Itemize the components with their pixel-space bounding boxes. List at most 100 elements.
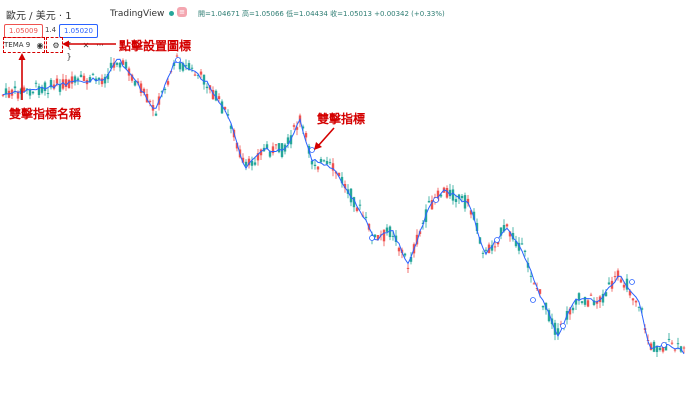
candle-body — [1, 94, 5, 96]
candle-body — [37, 86, 41, 95]
candle-body — [553, 322, 557, 335]
candle-body — [82, 75, 86, 81]
tema-line — [2, 58, 685, 355]
candle-body — [616, 270, 620, 278]
candle-body — [568, 308, 572, 315]
candle-body — [166, 81, 170, 85]
tema-marker — [175, 57, 181, 63]
candle-body — [91, 73, 95, 75]
candle-body — [655, 345, 659, 353]
tema-markers — [175, 57, 667, 348]
candle-body — [34, 82, 38, 84]
symbol-title[interactable]: 歐元 / 美元 · 1 — [6, 11, 72, 22]
candle-body — [670, 342, 674, 344]
annotation-settings: 點擊設置圖標 — [119, 39, 192, 53]
candle-body — [604, 292, 608, 297]
candle-body — [571, 307, 575, 311]
candle-body — [460, 195, 464, 199]
candle-body — [331, 163, 335, 171]
tema-marker — [661, 342, 667, 348]
candle-body — [364, 216, 368, 218]
candle-body — [196, 74, 200, 76]
buy-price-button[interactable]: 1.05020 — [59, 24, 98, 38]
candle-body — [355, 207, 359, 212]
candle-body — [409, 256, 413, 262]
candle-body — [271, 146, 275, 154]
candle-body — [43, 82, 47, 91]
candle-body — [637, 306, 641, 308]
candle-body — [352, 197, 356, 208]
candle-body — [667, 338, 671, 340]
settings-arrowhead — [62, 40, 69, 48]
candle-body — [100, 78, 104, 85]
close-icon[interactable]: ✕ — [82, 41, 90, 50]
candle-body — [229, 125, 233, 129]
candle-body — [448, 189, 452, 197]
tema-marker — [309, 147, 315, 153]
menu-badge-icon[interactable]: ≡ — [177, 7, 187, 17]
candle-body — [406, 267, 410, 269]
more-icon[interactable]: ··· — [96, 41, 104, 50]
candle-body — [28, 89, 32, 96]
candle-body — [220, 101, 224, 114]
eye-icon[interactable]: ◉ — [36, 41, 44, 50]
brand-label: TradingView — [110, 9, 165, 19]
candle-body — [328, 162, 332, 164]
candle-body — [532, 283, 536, 285]
candle-body — [187, 63, 191, 70]
candle-body — [163, 88, 167, 91]
candle-body — [592, 300, 596, 305]
gear-icon[interactable]: ⚙ — [52, 41, 60, 50]
candle-body — [154, 113, 158, 116]
candle-body — [319, 158, 323, 163]
candle-body — [676, 343, 680, 345]
candle-body — [22, 87, 26, 92]
candle-body — [511, 232, 515, 240]
candle-body — [133, 80, 137, 86]
candle-body — [76, 78, 80, 81]
candle-body — [211, 89, 215, 100]
candle-body — [4, 88, 8, 95]
candle-body — [193, 74, 197, 76]
candle-body — [121, 60, 125, 65]
candle-body — [337, 172, 341, 177]
candle-body — [313, 164, 317, 166]
tema-marker — [629, 279, 635, 285]
tema-marker — [433, 197, 439, 203]
candle-body — [520, 243, 524, 245]
candle-body — [427, 200, 431, 203]
candle-body — [49, 79, 53, 88]
candle-body — [46, 93, 50, 95]
candle-body — [214, 90, 218, 101]
candle-body — [322, 160, 326, 162]
candle-body — [526, 262, 530, 268]
candle-body — [286, 137, 290, 144]
ohlc-values: 開=1.04671 高=1.05066 低=1.04434 收=1.05013 … — [198, 10, 445, 18]
indicator-arrowhead — [314, 142, 322, 150]
candle-body — [304, 133, 308, 138]
candle-body — [79, 74, 83, 78]
candle-body — [490, 245, 494, 251]
candle-body — [142, 88, 146, 94]
candle-body — [493, 246, 497, 248]
candle-body — [625, 278, 629, 290]
indicator-name[interactable]: TEMA 9 — [4, 41, 31, 49]
candle-body — [235, 142, 239, 149]
candle-body — [583, 296, 587, 305]
candle-body — [397, 247, 401, 252]
candle-body — [631, 298, 635, 301]
candle-body — [541, 305, 545, 308]
candle-body — [385, 227, 389, 232]
candle-body — [13, 86, 17, 89]
chart-header: 歐元 / 美元 · 1 TradingView ≡ 開=1.04671 高=1.… — [0, 0, 686, 24]
candle-body — [148, 100, 152, 102]
candle-body — [484, 249, 488, 251]
candle-body — [613, 276, 617, 278]
candle-body — [70, 76, 74, 84]
candle-body — [88, 77, 92, 83]
candle-body — [505, 224, 509, 227]
candle-body — [358, 204, 362, 206]
candle-body — [106, 74, 110, 80]
candle-body — [595, 301, 599, 304]
